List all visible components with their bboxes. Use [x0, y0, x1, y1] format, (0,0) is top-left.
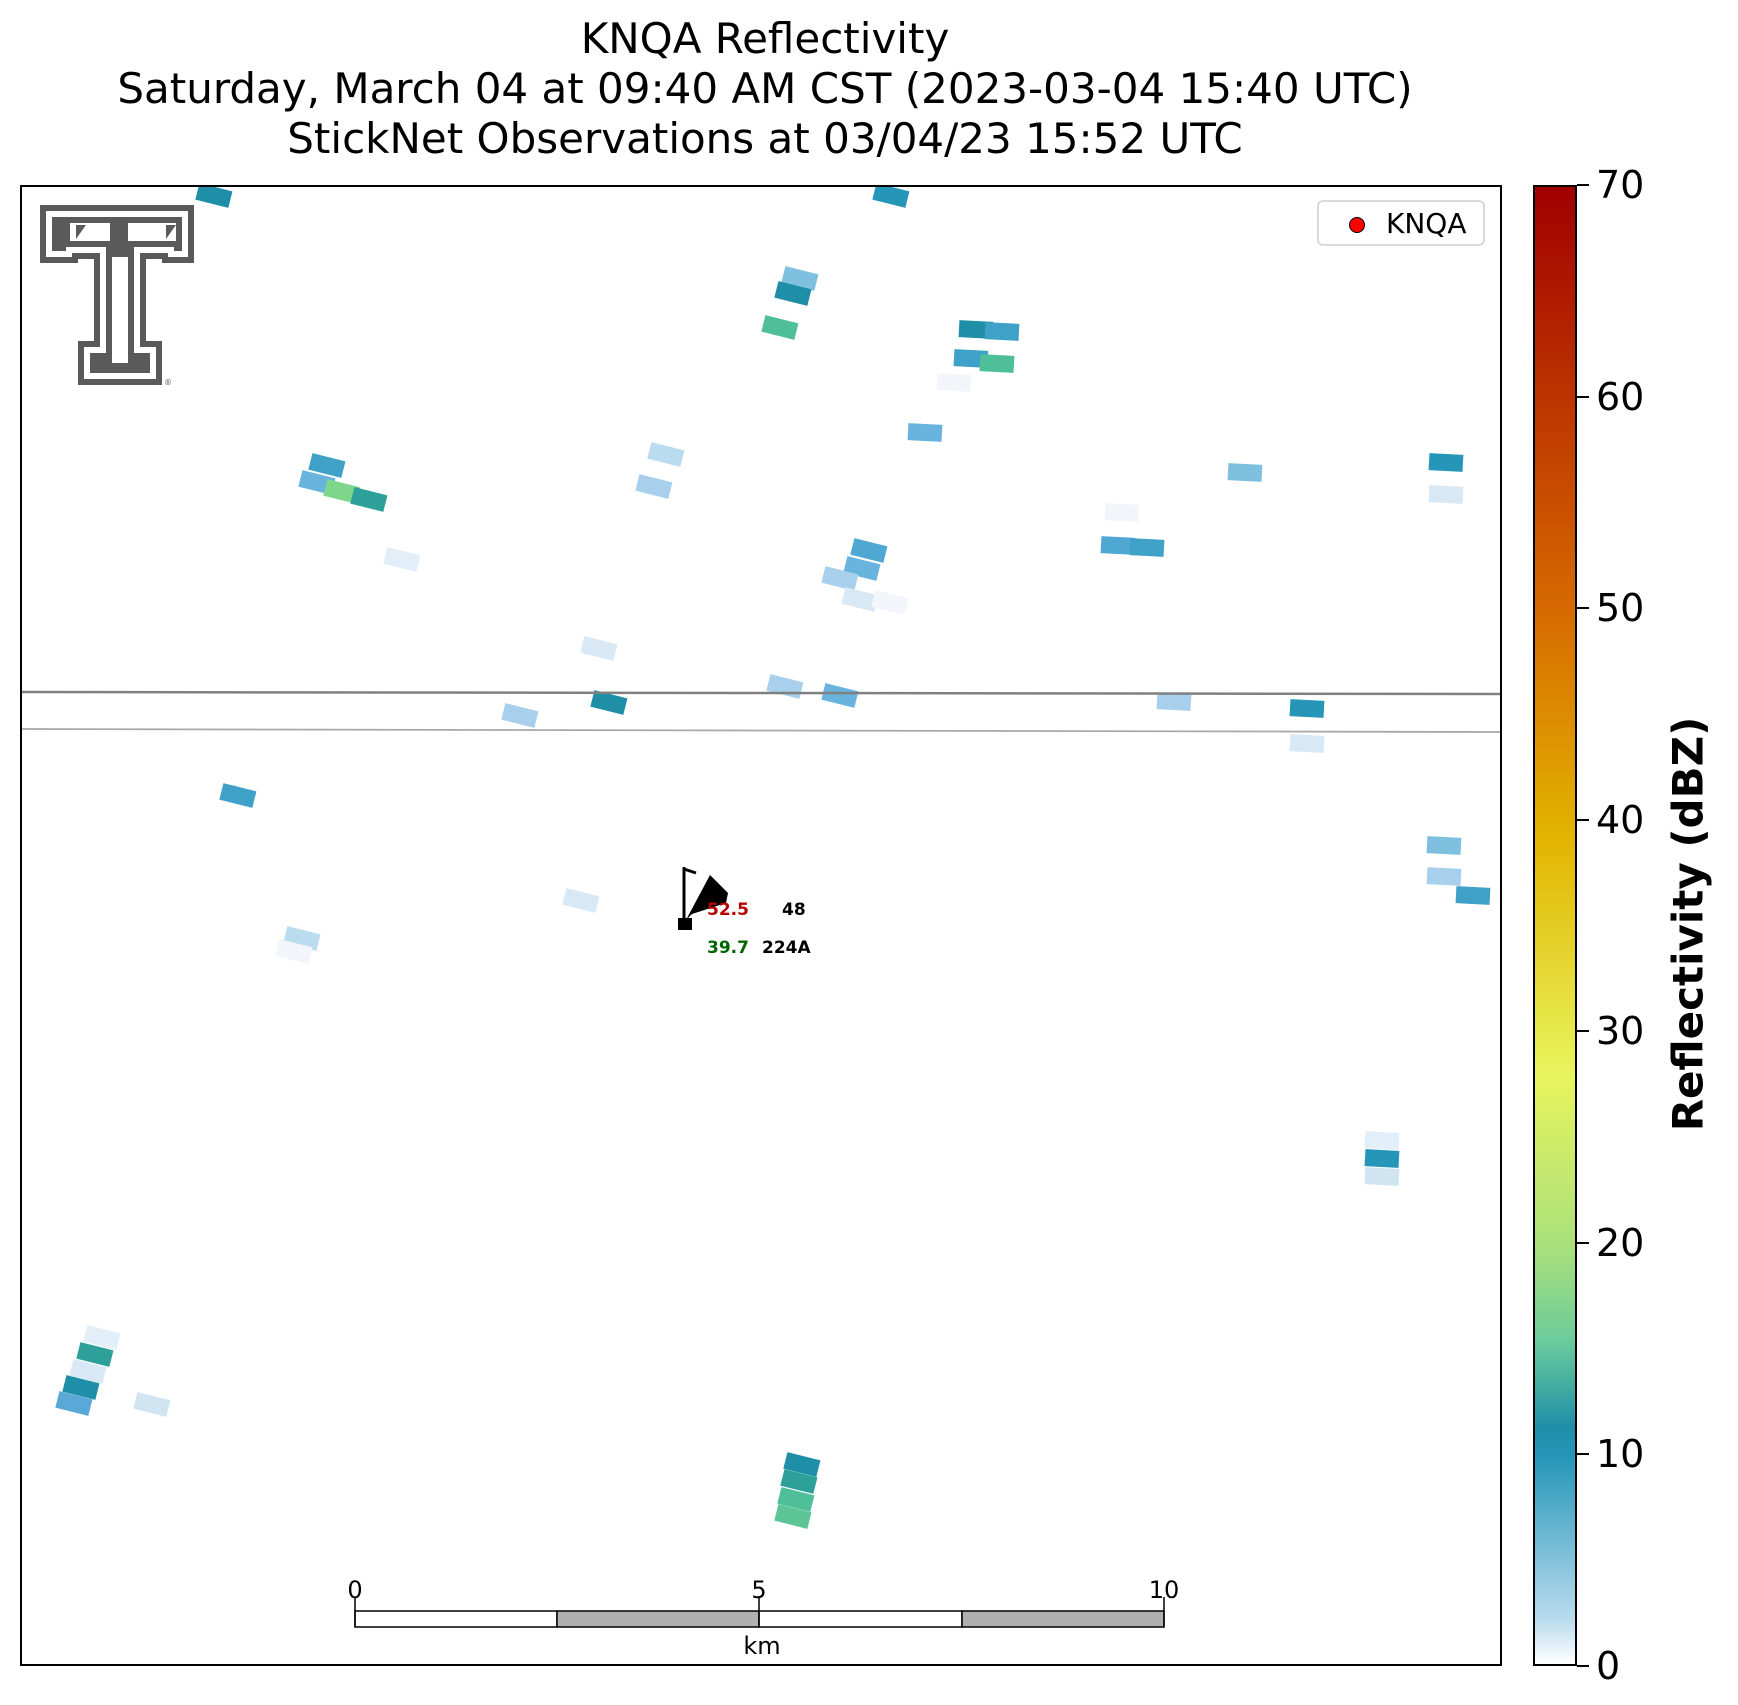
reflectivity-cell	[984, 322, 1020, 341]
reflectivity-cell	[83, 1325, 121, 1350]
reflectivity-cell	[1428, 453, 1464, 472]
scale-label-5: 5	[751, 1576, 767, 1604]
reflectivity-cell	[308, 453, 346, 478]
radar-map-canvas: ®	[22, 187, 1500, 1628]
reflectivity-cell	[1289, 734, 1325, 753]
logo-registered-mark: ®	[164, 378, 172, 387]
reflectivity-cell	[590, 690, 628, 715]
reflectivity-cell	[350, 487, 388, 512]
colorbar-tick	[1577, 1665, 1589, 1667]
reflectivity-cell	[821, 683, 859, 708]
scale-label-10: 10	[1148, 1576, 1180, 1604]
legend-label: KNQA	[1386, 207, 1467, 240]
reflectivity-cell	[936, 373, 972, 392]
reflectivity-cell	[69, 1359, 107, 1384]
reflectivity-cell	[777, 1487, 815, 1512]
colorbar-tick	[1577, 818, 1589, 821]
colorbar-tick-label: 20	[1596, 1220, 1645, 1265]
wind-barb	[678, 867, 728, 930]
colorbar-tick	[1577, 1030, 1589, 1033]
colorbar-tick	[1577, 184, 1589, 186]
texas-tech-logo	[40, 205, 194, 385]
reflectivity-cell	[761, 315, 799, 340]
reflectivity-cell	[872, 187, 910, 208]
colorbar-tick-label: 50	[1596, 586, 1645, 631]
reflectivity-cell	[647, 442, 685, 467]
reflectivity-cell	[979, 354, 1015, 373]
scale-unit: km	[743, 1632, 781, 1660]
reflectivity-cell	[219, 783, 257, 808]
reflectivity-cell	[62, 1375, 100, 1400]
reflectivity-cell	[821, 566, 859, 591]
reflectivity-cell	[953, 349, 989, 368]
title-line-2: Saturday, March 04 at 09:40 AM CST (2023…	[117, 64, 1413, 113]
station-dewpoint: 39.7	[707, 938, 749, 958]
reflectivity-cell	[275, 939, 313, 964]
station-temperature: 52.5	[707, 900, 749, 920]
reflectivity-cells	[55, 187, 1491, 1529]
colorbar-tick-label: 40	[1596, 797, 1645, 842]
colorbar-tick	[1577, 395, 1589, 398]
station-pressure: 48	[782, 900, 806, 920]
reflectivity-cell	[1455, 886, 1491, 905]
reflectivity-cell	[1289, 699, 1325, 718]
reflectivity-cell	[383, 547, 421, 572]
colorbar-tick-label: 0	[1596, 1644, 1621, 1688]
legend-marker-icon	[1349, 217, 1365, 233]
reflectivity-cell	[562, 888, 600, 913]
colorbar-tick-label: 10	[1596, 1432, 1645, 1477]
colorbar-tick-label: 60	[1596, 374, 1645, 419]
reflectivity-cell	[580, 636, 618, 661]
colorbar-tick	[1577, 1453, 1589, 1456]
colorbar-tick	[1577, 1241, 1589, 1244]
reflectivity-cell	[55, 1391, 93, 1416]
reflectivity-cell	[841, 587, 879, 612]
legend: KNQA	[1317, 200, 1485, 246]
road-line	[22, 690, 1500, 696]
reflectivity-cell	[501, 703, 539, 728]
reflectivity-cell	[907, 423, 943, 442]
reflectivity-cell	[930, 308, 966, 327]
reflectivity-cell	[766, 674, 804, 699]
reflectivity-cell	[323, 479, 361, 504]
colorbar	[1533, 185, 1577, 1666]
colorbar-tick	[1577, 607, 1589, 610]
reflectivity-cell	[133, 1392, 171, 1417]
reflectivity-cell	[1100, 536, 1136, 555]
reflectivity-cell	[871, 590, 909, 615]
reflectivity-cell	[1227, 463, 1263, 482]
title-line-1: KNQA Reflectivity	[580, 14, 950, 63]
reflectivity-cell	[1104, 503, 1140, 522]
reflectivity-cell	[774, 281, 812, 306]
reflectivity-cell	[1364, 1131, 1400, 1150]
colorbar-title: Reflectivity (dBZ)	[1663, 716, 1713, 1132]
reflectivity-cell	[1129, 538, 1165, 557]
scale-bar	[354, 1597, 1165, 1628]
reflectivity-cell	[1364, 1149, 1400, 1168]
reflectivity-cell	[780, 1469, 818, 1494]
reflectivity-cell	[635, 474, 673, 499]
reflectivity-cell	[1426, 867, 1462, 886]
reflectivity-cell	[783, 1452, 821, 1477]
reflectivity-cell	[76, 1342, 114, 1367]
scale-label-0: 0	[347, 1576, 363, 1604]
title-line-3: StickNet Observations at 03/04/23 15:52 …	[287, 114, 1243, 163]
reflectivity-cell	[850, 538, 888, 563]
station-id: 224A	[762, 938, 811, 958]
reflectivity-cell	[1426, 836, 1462, 855]
reflectivity-cell	[958, 320, 994, 339]
reflectivity-cell	[195, 187, 233, 208]
road-line	[22, 728, 1500, 733]
reflectivity-cell	[1364, 1167, 1400, 1186]
radar-map[interactable]: ® 52.5 48 39.7 224A 0 5 10 km	[20, 185, 1502, 1666]
reflectivity-cell	[774, 1504, 812, 1529]
colorbar-tick-label: 70	[1596, 163, 1645, 207]
reflectivity-cell	[1428, 485, 1464, 504]
reflectivity-cell	[1156, 692, 1192, 711]
colorbar-tick-label: 30	[1596, 1009, 1645, 1054]
